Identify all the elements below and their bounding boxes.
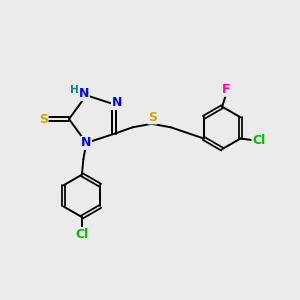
Text: N: N: [112, 96, 122, 110]
Text: N: N: [81, 136, 92, 149]
Text: N: N: [79, 87, 89, 100]
Text: Cl: Cl: [75, 228, 88, 241]
Text: Cl: Cl: [252, 134, 266, 147]
Text: S: S: [148, 111, 157, 124]
Text: S: S: [39, 112, 48, 126]
Text: H: H: [70, 85, 78, 95]
Text: F: F: [222, 83, 231, 96]
